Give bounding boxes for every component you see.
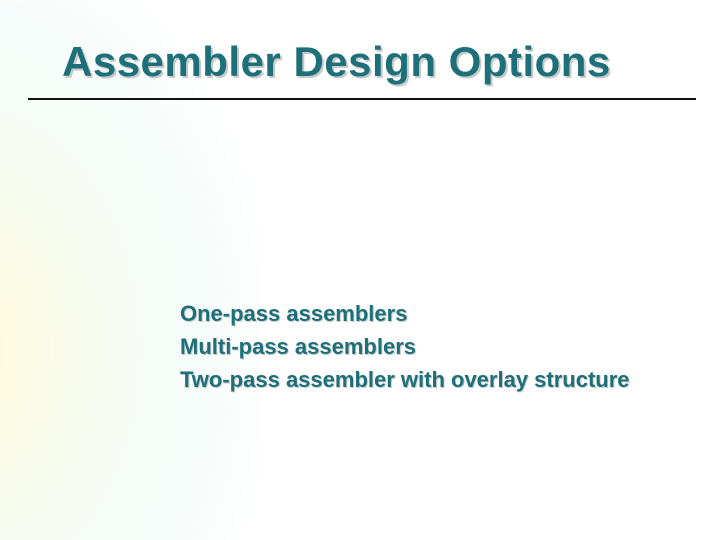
slide: Assembler Design Options Assembler Desig… <box>0 0 720 540</box>
body-line-text: One-pass assemblers <box>180 300 407 328</box>
body-text-block: One-pass assemblers One-pass assemblers … <box>180 300 660 399</box>
title-text: Assembler Design Options <box>62 38 611 86</box>
body-line: Multi-pass assemblers Multi-pass assembl… <box>180 333 660 364</box>
body-line-text: Multi-pass assemblers <box>180 333 416 361</box>
body-line-text: Two-pass assembler with overlay structur… <box>180 366 630 394</box>
title-underline <box>28 98 696 100</box>
body-line: Two-pass assembler with overlay structur… <box>180 366 660 397</box>
body-line: One-pass assemblers One-pass assemblers … <box>180 300 660 331</box>
